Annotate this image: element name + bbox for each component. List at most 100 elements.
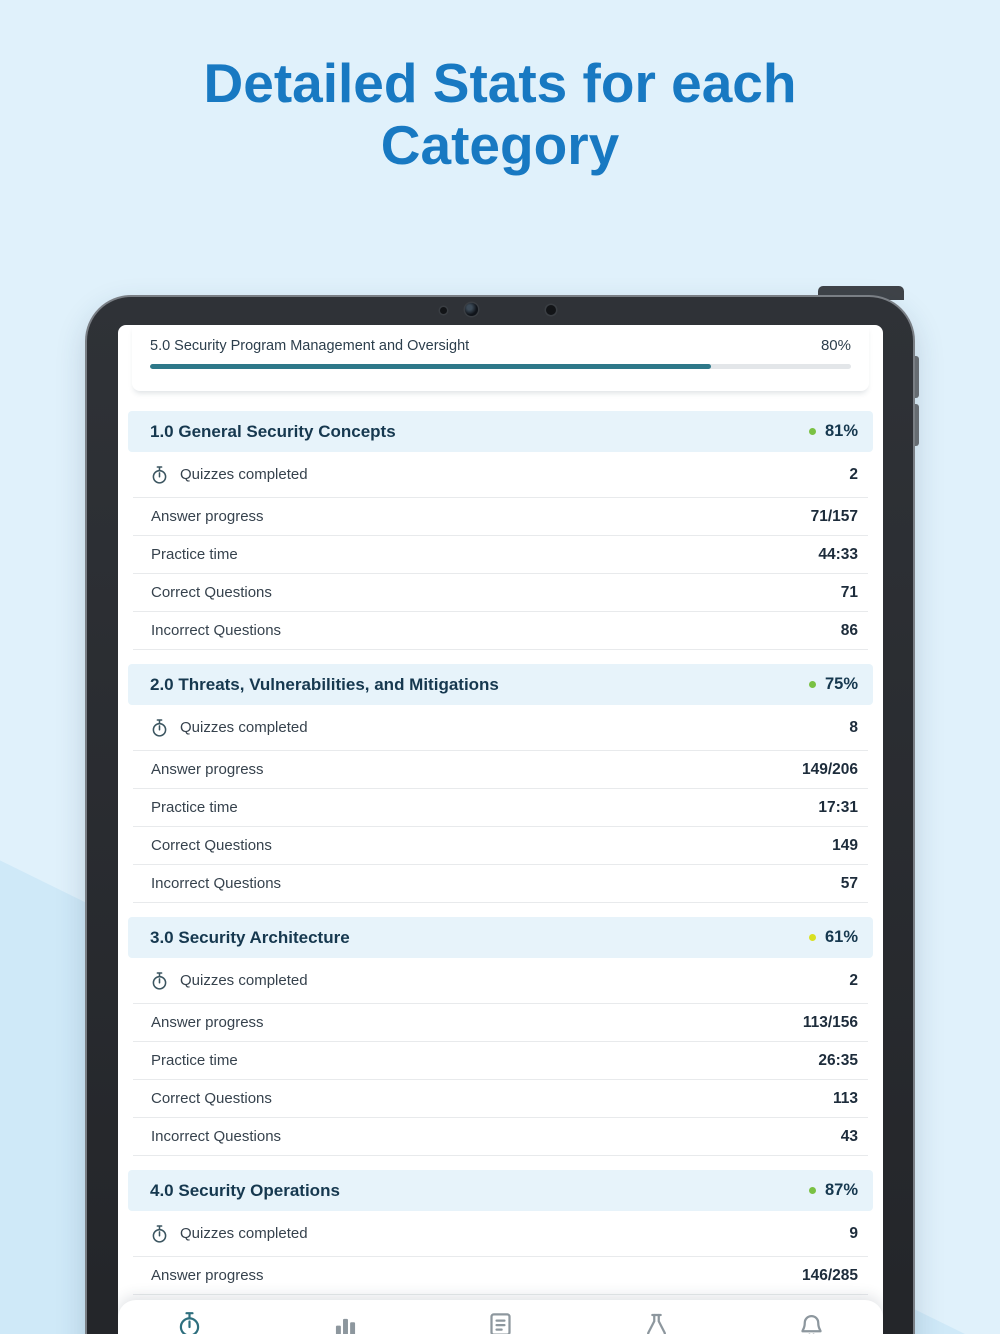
- stopwatch-icon: [151, 1224, 168, 1244]
- stat-row: Practice time 44:33: [133, 536, 868, 574]
- stat-value: 17:31: [818, 798, 858, 816]
- stat-value: 43: [840, 1127, 858, 1145]
- front-camera: [465, 303, 478, 316]
- status-dot: [808, 1187, 816, 1194]
- bell-icon[interactable]: [798, 1311, 825, 1334]
- category-header[interactable]: 4.0 Security Operations 87%: [128, 1170, 873, 1211]
- category-percent: 81%: [824, 422, 858, 440]
- stat-value: 8: [849, 718, 858, 736]
- stopwatch-icon: [151, 971, 168, 991]
- stat-value: 113: [832, 1089, 858, 1107]
- stat-value: 44:33: [818, 545, 858, 563]
- stat-row: Correct Questions 149: [133, 827, 868, 865]
- stat-value: 26:35: [818, 1051, 858, 1069]
- stat-row-left: Answer progress: [151, 1267, 264, 1284]
- stat-label: Answer progress: [151, 1014, 264, 1031]
- stat-row-left: Correct Questions: [151, 1090, 272, 1107]
- stat-row-left: Answer progress: [151, 508, 264, 525]
- stat-value: 146/285: [801, 1266, 858, 1284]
- status-dot: [808, 681, 816, 688]
- stat-row-left: Incorrect Questions: [151, 622, 281, 639]
- stat-row: Answer progress 71/157: [133, 498, 868, 536]
- stat-label: Answer progress: [151, 761, 264, 778]
- page-title-line2: Category: [380, 114, 620, 177]
- sensor-dot: [546, 305, 556, 315]
- category-progress-item: 5.0 Security Program Management and Over…: [132, 325, 869, 391]
- app-screen: 5.0 Security Program Management and Over…: [118, 325, 883, 1334]
- stat-label: Answer progress: [151, 1267, 264, 1284]
- stat-value: 86: [840, 621, 858, 639]
- category-title: 1.0 General Security Concepts: [150, 421, 396, 441]
- sensor-dot: [440, 307, 447, 314]
- stat-row: Quizzes completed 2: [133, 452, 868, 498]
- category-score: 75%: [808, 675, 858, 694]
- stat-label: Correct Questions: [151, 584, 272, 601]
- category-header[interactable]: 1.0 General Security Concepts 81%: [128, 411, 873, 452]
- progress-bar-fill: [150, 364, 711, 369]
- category-progress-percent: 80%: [820, 337, 851, 354]
- stat-row: Correct Questions 71: [133, 574, 868, 612]
- stat-value: 71: [840, 583, 858, 601]
- stat-row-left: Quizzes completed: [151, 718, 308, 738]
- stat-row: Quizzes completed 9: [133, 1211, 868, 1257]
- stat-value: 2: [849, 971, 858, 989]
- status-dot: [808, 934, 816, 941]
- stat-row: Quizzes completed 8: [133, 705, 868, 751]
- stat-row-left: Quizzes completed: [151, 971, 308, 991]
- chart-icon[interactable]: [332, 1311, 359, 1334]
- category-header[interactable]: 3.0 Security Architecture 61%: [128, 917, 873, 958]
- category-rows: Quizzes completed 2 Answer progress 113/…: [133, 958, 868, 1156]
- stat-label: Incorrect Questions: [151, 622, 282, 639]
- stat-value: 149: [832, 836, 858, 854]
- stat-label: Answer progress: [151, 508, 264, 525]
- stopwatch-icon[interactable]: [176, 1311, 203, 1334]
- stat-label: Incorrect Questions: [151, 875, 282, 892]
- stat-row: Correct Questions 113: [133, 1080, 868, 1118]
- stat-row: Practice time 26:35: [133, 1042, 868, 1080]
- stat-row: Incorrect Questions 86: [133, 612, 868, 650]
- stat-label: Incorrect Questions: [151, 1128, 282, 1145]
- stat-row-left: Practice time: [151, 1052, 238, 1069]
- category-score: 81%: [808, 422, 858, 441]
- stat-value: 149/206: [801, 760, 858, 778]
- category-card: 2.0 Threats, Vulnerabilities, and Mitiga…: [128, 664, 873, 903]
- category-header[interactable]: 2.0 Threats, Vulnerabilities, and Mitiga…: [128, 664, 873, 705]
- stat-label: Quizzes completed: [180, 466, 308, 483]
- stat-row: Answer progress 113/156: [133, 1004, 868, 1042]
- stat-row: Answer progress 149/206: [133, 751, 868, 789]
- stat-row-left: Answer progress: [151, 761, 264, 778]
- stat-row-left: Correct Questions: [151, 584, 272, 601]
- stat-value: 113/156: [802, 1013, 858, 1031]
- stat-row-left: Incorrect Questions: [151, 875, 281, 892]
- stat-row-left: Quizzes completed: [151, 1224, 308, 1244]
- stat-row: Incorrect Questions 57: [133, 865, 868, 903]
- category-card: 3.0 Security Architecture 61% Quizzes co…: [128, 917, 873, 1156]
- stat-value: 9: [849, 1224, 858, 1242]
- category-rows: Quizzes completed 2 Answer progress 71/1…: [133, 452, 868, 650]
- stat-label: Practice time: [151, 799, 238, 816]
- stat-row: Quizzes completed 2: [133, 958, 868, 1004]
- category-rows: Quizzes completed 9 Answer progress 146/…: [133, 1211, 868, 1295]
- stat-label: Correct Questions: [151, 837, 272, 854]
- page-title: Detailed Stats for each Category: [0, 52, 1000, 176]
- category-list: 1.0 General Security Concepts 81% Quizze…: [128, 411, 873, 1295]
- stat-row: Practice time 17:31: [133, 789, 868, 827]
- stat-label: Practice time: [151, 1052, 238, 1069]
- status-dot: [808, 428, 816, 435]
- category-card: 4.0 Security Operations 87% Quizzes comp…: [128, 1170, 873, 1295]
- category-title: 4.0 Security Operations: [150, 1180, 340, 1200]
- flask-icon[interactable]: [643, 1311, 670, 1334]
- stat-row-left: Practice time: [151, 546, 238, 563]
- category-card: 1.0 General Security Concepts 81% Quizze…: [128, 411, 873, 650]
- bottom-tab-bar: [118, 1300, 883, 1334]
- category-score: 61%: [808, 928, 858, 947]
- category-percent: 75%: [824, 675, 858, 693]
- quiz-list-icon[interactable]: [487, 1311, 514, 1334]
- stopwatch-icon: [151, 465, 168, 485]
- stat-row-left: Answer progress: [151, 1014, 264, 1031]
- stat-label: Quizzes completed: [180, 719, 308, 736]
- stat-row-left: Practice time: [151, 799, 238, 816]
- stat-row-left: Correct Questions: [151, 837, 272, 854]
- page-title-line1: Detailed Stats for each: [203, 52, 797, 114]
